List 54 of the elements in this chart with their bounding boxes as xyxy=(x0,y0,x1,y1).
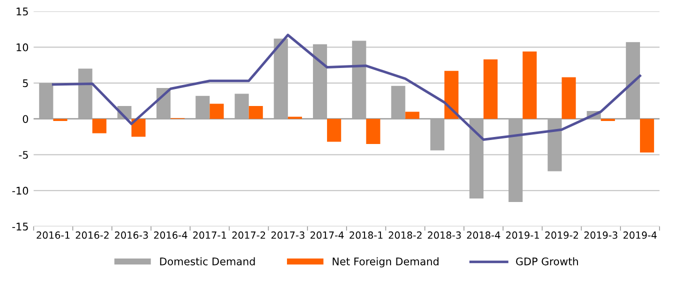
x-tick-label: 2019-2 xyxy=(545,231,578,239)
bar xyxy=(53,118,68,122)
x-tick-label: 2018-3 xyxy=(428,231,461,239)
bar xyxy=(600,118,615,122)
y-tick-label: -10 xyxy=(12,186,28,195)
x-tick-label: 2019-1 xyxy=(506,231,539,239)
x-tick-label: 2016-2 xyxy=(76,231,109,239)
bar xyxy=(248,106,263,119)
x-tick-label: 2019-4 xyxy=(623,231,657,239)
bar xyxy=(196,96,210,119)
bar xyxy=(39,83,54,119)
x-tick-label: 2016-3 xyxy=(114,231,148,239)
x-tick-label: 2018-2 xyxy=(388,231,422,239)
bar xyxy=(131,118,146,137)
bar xyxy=(626,42,640,119)
bar xyxy=(210,104,224,119)
bar xyxy=(391,86,406,119)
x-tick-label: 2017-4 xyxy=(310,231,344,239)
x-tick-label: 2019-3 xyxy=(584,231,618,239)
bar xyxy=(640,118,654,153)
legend-label: GDP Growth xyxy=(516,257,578,266)
line-series xyxy=(52,34,642,141)
y-tick-label: 0 xyxy=(22,115,28,123)
bar xyxy=(469,118,484,198)
x-tick-label: 2018-1 xyxy=(350,231,382,239)
bar xyxy=(78,68,92,119)
bar xyxy=(92,118,106,134)
x-tick-label: 2017-2 xyxy=(232,231,266,239)
y-tick-label: -5 xyxy=(18,151,28,159)
bar xyxy=(274,38,288,119)
bar xyxy=(562,77,576,119)
legend-label: Net Foreign Demand xyxy=(332,257,438,268)
y-tick-label: 10 xyxy=(16,43,28,52)
x-tick-label: 2017-3 xyxy=(271,231,304,239)
legend-label: Domestic Demand xyxy=(160,257,255,266)
bar xyxy=(522,51,537,119)
y-tick-label: -15 xyxy=(12,222,28,231)
bar xyxy=(430,118,444,150)
y-tick-label: 15 xyxy=(16,8,28,16)
x-tick-label: 2016-1 xyxy=(36,231,70,239)
bar xyxy=(405,112,420,119)
bar xyxy=(548,118,562,172)
x-tick-label: 2016-4 xyxy=(154,231,188,239)
y-tick-label: 5 xyxy=(22,79,28,88)
bar xyxy=(508,118,523,202)
bar xyxy=(234,94,249,119)
bar xyxy=(444,70,458,119)
bar xyxy=(366,118,380,144)
bar xyxy=(484,59,498,119)
x-tick-label: 2018-4 xyxy=(467,231,500,239)
x-tick-label: 2017-1 xyxy=(193,231,226,239)
bar xyxy=(327,118,342,142)
bar xyxy=(312,44,328,119)
bar xyxy=(352,40,366,119)
